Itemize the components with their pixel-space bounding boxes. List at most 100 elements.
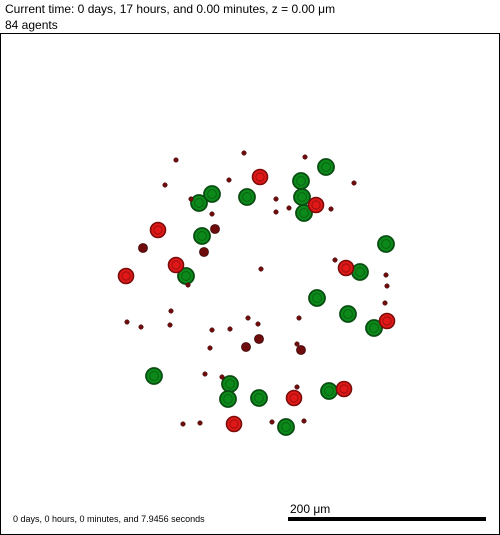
red-cell-nucleus [341,263,351,273]
small-dark-cell [269,419,275,425]
green-cell-nucleus [369,323,379,333]
small-dark-cell [219,374,225,380]
green-cell [277,418,295,436]
small-dark-cell [384,283,390,289]
red-cell-body [149,221,167,239]
green-cell [219,390,237,408]
green-cell-body [221,375,239,393]
small-dark-cell-body [273,209,279,215]
small-dark-cell-body [301,418,307,424]
green-cell-nucleus [207,189,217,199]
status-header: Current time: 0 days, 17 hours, and 0.00… [5,1,335,33]
small-dark-cell-body [219,374,225,380]
green-cell-body [190,194,208,212]
small-dark-cell-body [180,421,186,427]
small-dark-cell [180,421,186,427]
small-dark-cell-body [296,315,302,321]
red-cell-body [167,256,185,274]
small-dark-cell-body [188,196,194,202]
green-cell-nucleus [297,192,307,202]
dark-cell-body [241,342,251,352]
dark-cell [296,345,306,355]
dark-cell-body [138,243,148,253]
small-dark-cell-body [168,308,174,314]
red-cell [149,221,167,239]
cells-layer [117,150,396,436]
small-dark-cell [296,315,302,321]
red-cell-body [307,196,325,214]
small-dark-cell [209,211,215,217]
green-cell [317,158,335,176]
dark-cell-body [296,345,306,355]
small-dark-cell-body [273,196,279,202]
small-dark-cell [209,327,215,333]
small-dark-cell [294,384,300,390]
red-cell [335,380,353,398]
small-dark-cell-body [328,206,334,212]
red-cell-nucleus [339,384,349,394]
red-cell [285,389,303,407]
green-cell [293,188,311,206]
green-cell-nucleus [223,394,233,404]
small-dark-cell-body [197,420,203,426]
red-cell-nucleus [382,316,392,326]
red-cell-body [337,259,355,277]
small-dark-cell-body [209,211,215,217]
green-cell-body [295,204,313,222]
small-dark-cell [197,420,203,426]
small-dark-cell [226,177,232,183]
red-cell [117,267,135,285]
red-cell-nucleus [255,172,265,182]
green-cell-body [308,289,326,307]
small-dark-cell [328,206,334,212]
small-dark-cell-body [173,157,179,163]
green-cell-nucleus [281,422,291,432]
green-cell-nucleus [254,393,264,403]
small-dark-cell-body [382,300,388,306]
red-cell [251,168,269,186]
green-cell-nucleus [149,371,159,381]
small-dark-cell-body [209,327,215,333]
green-cell-nucleus [343,309,353,319]
green-cell [320,382,338,400]
green-cell-body [377,235,395,253]
dark-cell-body [254,334,264,344]
small-dark-cell [207,345,213,351]
small-dark-cell-body [302,154,308,160]
green-cell [365,319,383,337]
green-cell-body [238,188,256,206]
green-cell-body [351,263,369,281]
small-dark-cell-body [124,319,130,325]
red-cell-body [225,415,243,433]
small-dark-cell-body [255,321,261,327]
small-dark-cell-body [207,345,213,351]
red-cell [378,312,396,330]
scale-bar [288,517,486,521]
green-cell-nucleus [225,379,235,389]
red-cell-nucleus [171,260,181,270]
green-cell [221,375,239,393]
small-dark-cell [273,209,279,215]
red-cell [225,415,243,433]
green-cell-body [219,390,237,408]
green-cell-nucleus [324,386,334,396]
red-cell-body [285,389,303,407]
red-cell-body [117,267,135,285]
red-cell-nucleus [289,393,299,403]
green-cell [377,235,395,253]
small-dark-cell [138,324,144,330]
green-cell-body [203,185,221,203]
green-cell-nucleus [296,176,306,186]
green-cell-body [145,367,163,385]
green-cell-nucleus [381,239,391,249]
small-dark-cell-body [269,419,275,425]
small-dark-cell-body [241,150,247,156]
small-dark-cell [188,196,194,202]
small-dark-cell [383,272,389,278]
green-cell-body [339,305,357,323]
small-dark-cell-body [162,182,168,188]
small-dark-cell-body [185,282,191,288]
green-cell-body [193,227,211,245]
small-dark-cell [241,150,247,156]
green-cell [238,188,256,206]
